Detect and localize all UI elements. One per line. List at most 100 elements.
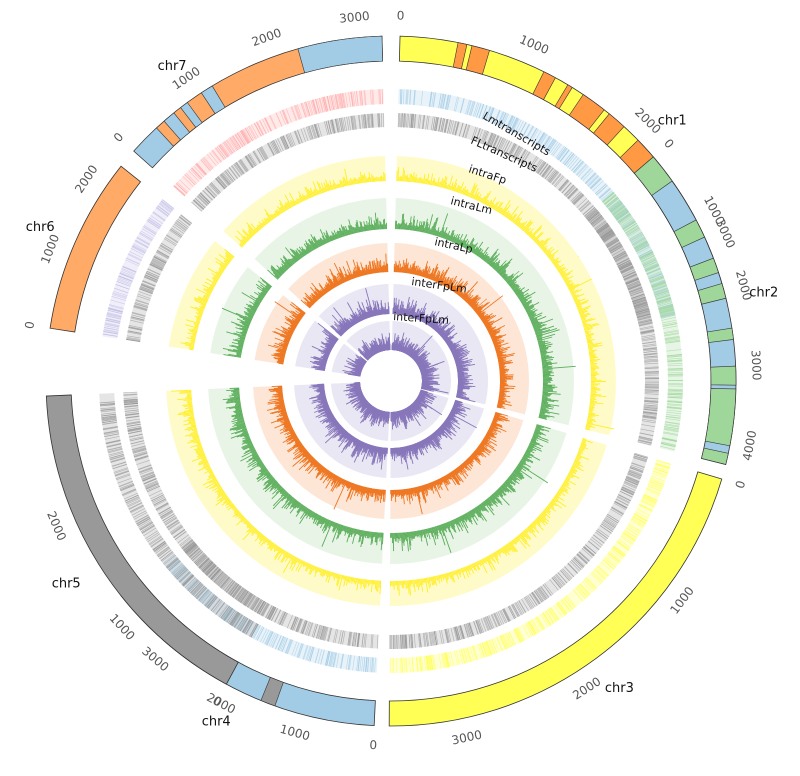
density-tick [100,407,116,410]
density-tick [590,178,602,190]
histogram-bar [399,532,401,541]
density-tick [601,191,614,202]
density-tick [648,482,663,489]
density-tick [146,531,160,541]
density-tick [277,636,285,651]
density-tick [618,539,631,549]
density-tick [315,98,320,114]
density-tick [533,130,542,144]
density-tick [130,505,145,514]
density-tick [644,263,659,270]
density-tick [104,436,120,440]
density-tick [438,117,442,132]
density-tick [567,155,578,168]
density-tick [638,504,653,512]
density-tick [238,617,247,631]
density-tick [655,294,671,300]
density-tick [514,119,522,134]
density-tick [266,631,274,646]
density-tick [220,605,230,619]
density-tick [546,139,556,153]
density-tick [401,657,403,673]
density-tick [227,610,237,624]
density-tick [118,275,133,282]
density-tick [204,594,215,607]
density-tick [652,284,667,291]
density-tick [212,149,222,163]
density-tick [223,608,233,621]
density-tick [103,427,118,431]
density-tick [571,192,582,203]
density-tick [543,137,553,151]
density-tick [308,646,313,662]
density-tick [115,284,130,290]
density-tick [117,277,133,283]
density-tick [584,578,596,590]
density-tick [507,115,515,130]
density-tick [191,167,203,179]
density-tick [109,453,124,459]
density-tick [647,485,662,492]
density-tick [627,282,641,288]
density-tick [636,313,651,318]
density-tick [654,289,669,295]
density-tick [667,400,683,402]
density-tick [139,232,153,241]
density-tick [567,188,579,200]
density-tick [620,267,634,274]
density-tick [269,115,276,130]
density-tick [620,217,634,227]
density-tick [660,443,676,448]
density-tick [626,281,641,288]
density-tick [525,125,534,140]
density-tick [562,151,573,164]
density-tick [286,639,293,654]
density-tick [113,467,128,473]
density-tick [262,629,270,644]
density-tick [245,127,254,142]
density-tick [508,143,516,157]
histogram-bar [382,532,384,545]
density-tick [660,445,675,450]
density-tick [651,281,666,288]
density-tick [433,92,436,108]
density-tick [632,237,646,246]
density-tick [522,151,530,164]
density-tick [121,488,136,495]
density-tick [202,157,213,170]
density-tick [615,255,628,263]
density-tick [527,621,536,635]
density-tick [105,440,121,444]
density-tick [623,273,637,280]
density-tick [535,160,545,173]
density-tick [296,104,303,119]
density-tick [240,618,249,632]
histogram-bar [406,532,409,537]
density-tick [464,124,470,139]
density-tick [419,114,422,129]
density-tick [620,536,633,546]
density-tick [173,185,186,197]
density-tick [643,261,658,269]
density-tick [544,611,554,625]
track-layer [99,89,684,674]
histogram-bar [186,400,193,402]
density-tick [660,314,676,319]
histogram-bar [369,579,371,585]
density-tick [108,451,124,456]
density-tick [185,172,197,185]
density-tick [485,641,492,656]
density-tick [453,96,458,112]
density-tick [489,639,496,654]
density-tick [658,305,674,310]
density-tick [260,628,268,643]
density-tick [166,557,179,568]
density-tick [444,652,448,668]
density-tick [192,584,204,597]
density-tick [556,602,567,615]
density-tick [238,131,247,145]
density-tick [434,116,438,131]
density-tick [470,101,476,116]
density-tick [625,527,639,537]
density-tick [370,89,372,105]
